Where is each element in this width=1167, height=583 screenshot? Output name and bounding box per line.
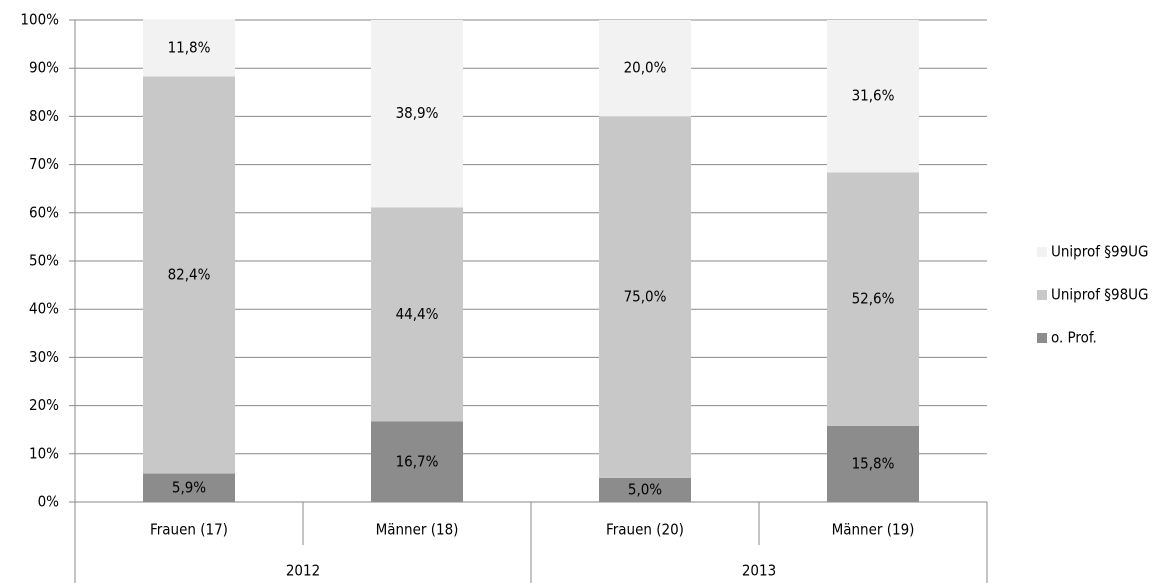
bar-segment [827,20,919,173]
y-tick-label: 50% [29,252,59,270]
bar-segment [599,20,691,117]
x-tick-label: Männer (19) [832,521,915,539]
data-label: 16,7% [396,452,439,470]
bar-segment [827,425,919,502]
bar-segment [827,172,919,426]
x-tick-label: Männer (18) [376,521,459,539]
y-tick-label: 60% [29,203,59,221]
data-label: 5,9% [172,478,206,496]
legend-label: Uniprof §98UG [1051,286,1149,304]
y-tick-label: 20% [29,396,59,414]
data-label: 5,0% [628,480,662,498]
y-tick-label: 0% [38,493,60,511]
data-label: 11,8% [168,38,211,56]
y-tick-label: 30% [29,348,59,366]
data-label: 20,0% [624,59,667,77]
x-tick-label: Frauen (17) [150,521,228,539]
bar-segment [599,477,691,502]
y-tick-label: 80% [29,107,59,125]
bar-segment [143,76,235,474]
legend-swatch [1037,247,1047,257]
data-label: 52,6% [852,290,895,308]
bar-segment [371,207,463,422]
y-tick-label: 40% [29,300,59,318]
y-tick-label: 90% [29,59,59,77]
y-tick-label: 70% [29,155,59,173]
data-label: 15,8% [852,454,895,472]
y-tick-label: 10% [29,444,59,462]
bar-segment [371,20,463,208]
legend-swatch [1037,290,1047,300]
legend-swatch [1037,333,1047,343]
group-label: 2012 [286,562,320,580]
data-label: 44,4% [396,305,439,323]
bar-segment [599,116,691,478]
bar-segment [371,421,463,502]
data-label: 38,9% [396,104,439,122]
x-tick-label: Frauen (20) [606,521,684,539]
data-label: 82,4% [168,265,211,283]
legend-label: Uniprof §99UG [1051,243,1149,261]
bar-segment [143,19,235,77]
bar-segment [143,473,235,502]
data-label: 75,0% [624,288,667,306]
data-label: 31,6% [852,87,895,105]
group-label: 2013 [742,562,776,580]
legend-label: o. Prof. [1051,329,1097,347]
y-tick-label: 100% [20,11,59,29]
